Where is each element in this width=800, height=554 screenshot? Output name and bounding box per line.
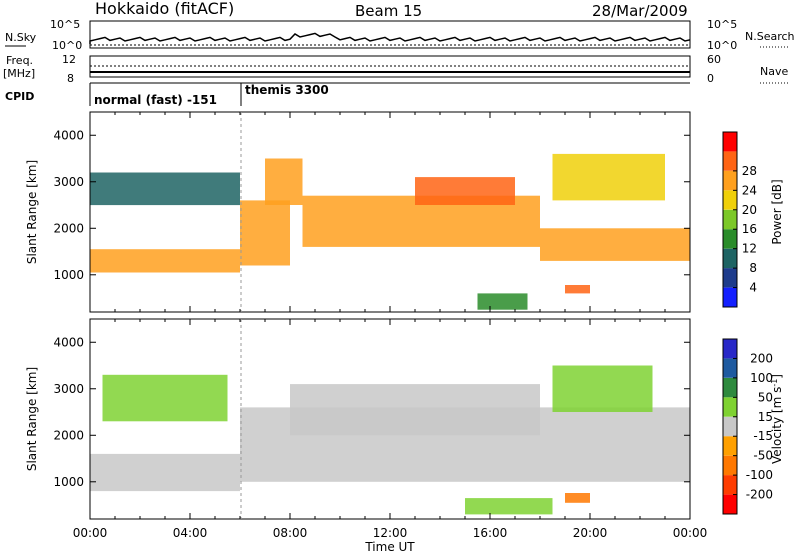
station-title: Hokkaido (fitACF) — [95, 0, 234, 18]
y-tick-label: 4000 — [53, 335, 84, 349]
nsearch-tick-bottom: 10^0 — [707, 39, 737, 52]
freq-label-2: [MHz] — [3, 67, 35, 80]
data-region — [565, 285, 590, 294]
nsky-panel: N.Sky 10^5 10^0 10^5 10^0 N.Search — [5, 18, 795, 52]
y-tick-label: 2000 — [53, 428, 84, 442]
power-ylabel: Slant Range [km] — [25, 160, 39, 264]
y-tick-label: 4000 — [53, 128, 84, 142]
colorbar-tick-label: 4 — [749, 281, 757, 295]
beam-title: Beam 15 — [355, 2, 422, 20]
data-region — [90, 453, 240, 492]
colorbar-swatch — [723, 132, 737, 152]
colorbar-swatch — [723, 229, 737, 249]
data-region — [265, 158, 303, 205]
colorbar-swatch — [723, 190, 737, 210]
colorbar-swatch — [723, 397, 737, 417]
x-tick-label: 08:00 — [273, 526, 308, 540]
colorbar-swatch — [723, 268, 737, 288]
colorbar-tick-label: -15 — [753, 429, 773, 443]
colorbar-tick-label: 24 — [742, 183, 757, 197]
colorbar-swatch — [723, 377, 737, 398]
cpid-panel: CPID normal (fast) -151 themis 3300 — [5, 82, 690, 107]
y-tick-label: 3000 — [53, 382, 84, 396]
colorbar-tick-label: -100 — [746, 468, 773, 482]
nave-tick-bottom: 0 — [707, 72, 714, 85]
colorbar-tick-label: 100 — [750, 371, 773, 385]
data-region — [565, 493, 590, 503]
colorbar-swatch — [723, 436, 737, 456]
x-tick-label: 00:00 — [673, 526, 708, 540]
y-tick-label: 1000 — [53, 268, 84, 282]
freq-panel: Freq. [MHz] 12 8 60 0 Nave — [3, 53, 790, 85]
velocity-colorbar: 200 100 50 15 -15 -50 -100 -200 — [722, 338, 773, 515]
x-tick-label: 04:00 — [173, 526, 208, 540]
nave-tick-top: 60 — [707, 53, 721, 66]
y-tick-label: 1000 — [53, 475, 84, 489]
nave-label: Nave — [760, 65, 788, 78]
nsearch-tick-top: 10^5 — [707, 18, 737, 31]
colorbar-swatch — [723, 358, 737, 378]
nsky-tick-top: 10^5 — [50, 18, 80, 31]
colorbar-tick-label: 12 — [742, 242, 757, 256]
colorbar-tick-label: 200 — [750, 351, 773, 365]
colorbar-swatch — [723, 494, 737, 514]
colorbar-swatch — [723, 151, 737, 171]
data-region — [540, 228, 690, 261]
nsky-tick-bottom: 10^0 — [52, 39, 82, 52]
x-tick-label: 12:00 — [373, 526, 408, 540]
power-colorbar-label: Power [dB] — [770, 179, 784, 244]
power-colorbar: 4 8 12 16 20 24 28 — [722, 131, 757, 308]
x-tick-label: 20:00 — [573, 526, 608, 540]
velocity-panel: 1000 2000 3000 4000 00:00 04:00 08:00 12:00 16:… — [25, 318, 785, 554]
velocity-ylabel: Slant Range [km] — [25, 367, 39, 471]
colorbar-tick-label: 20 — [742, 203, 757, 217]
data-region — [552, 153, 665, 201]
cpid-mode-themis: themis 3300 — [245, 83, 329, 97]
cpid-label: CPID — [5, 90, 34, 103]
colorbar-swatch — [723, 475, 737, 495]
data-region — [290, 384, 540, 436]
colorbar-tick-label: 8 — [749, 261, 757, 275]
colorbar-swatch — [723, 248, 737, 269]
nsky-label: N.Sky — [5, 31, 37, 44]
colorbar-tick-label: 15 — [758, 410, 773, 424]
colorbar-tick-label: 16 — [742, 222, 757, 236]
nsky-trace — [89, 32, 691, 44]
colorbar-tick-label: 28 — [742, 164, 757, 178]
colorbar-swatch — [723, 455, 737, 476]
freq-tick-top: 12 — [62, 53, 76, 66]
x-tick-label: 00:00 — [73, 526, 108, 540]
colorbar-tick-label: 50 — [758, 390, 773, 404]
power-data — [90, 153, 690, 310]
colorbar-swatch — [723, 287, 737, 307]
data-region — [90, 249, 240, 273]
date-title: 28/Mar/2009 — [592, 2, 688, 20]
data-region — [240, 200, 290, 266]
data-region — [552, 365, 653, 412]
power-panel: 1000 2000 3000 4000 Slant Range [km] 4 8 12 16… — [25, 111, 784, 313]
nsearch-label: N.Search — [745, 30, 795, 43]
colorbar-tick-label: -200 — [746, 488, 773, 502]
data-region — [90, 172, 240, 206]
freq-label-1: Freq. — [6, 54, 33, 67]
freq-tick-bottom: 8 — [67, 72, 74, 85]
x-tick-label: 16:00 — [473, 526, 508, 540]
colorbar-swatch — [723, 416, 737, 437]
colorbar-swatch — [723, 209, 737, 230]
velocity-colorbar-label: Velocity [m s-1] — [770, 374, 785, 464]
colorbar-tick-label: -50 — [753, 449, 773, 463]
data-region — [415, 177, 515, 205]
velocity-data — [90, 365, 690, 515]
colorbar-swatch — [723, 339, 737, 359]
data-region — [465, 498, 553, 515]
colorbar-swatch — [723, 170, 737, 191]
data-region — [477, 293, 528, 310]
cpid-mode-normal: normal (fast) -151 — [94, 93, 217, 107]
y-tick-label: 2000 — [53, 221, 84, 235]
time-axis-label: Time UT — [364, 540, 415, 554]
y-tick-label: 3000 — [53, 175, 84, 189]
data-region — [102, 374, 228, 422]
